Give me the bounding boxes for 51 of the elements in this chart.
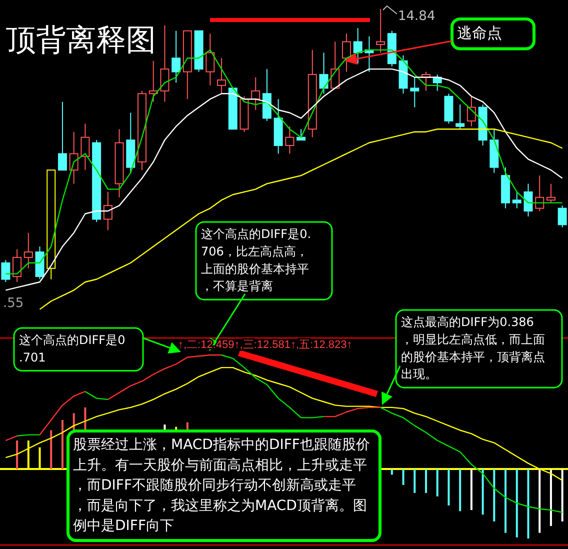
bar (482, 469, 484, 515)
bar (538, 469, 541, 533)
bar (493, 469, 496, 522)
bar (470, 469, 472, 510)
candlestick (524, 183, 533, 217)
bar (561, 469, 564, 522)
bar (504, 469, 507, 533)
bar (448, 469, 450, 506)
candlestick (160, 24, 170, 102)
bar (16, 440, 18, 469)
candlestick (69, 131, 78, 184)
candlestick (308, 49, 317, 138)
candlestick (274, 98, 283, 154)
candlestick (172, 30, 181, 84)
annotation: 这个高点的DIFF是0.701 (19, 333, 126, 364)
candlestick (206, 33, 215, 86)
candlestick (466, 96, 476, 127)
candlestick (285, 126, 294, 154)
text: 顶背离释图 (6, 23, 156, 58)
candlestick (24, 232, 33, 269)
annotation: 这个高点的DIFF是0.706，比左高点高，上面的股价基本持平，不算是背离 (201, 227, 312, 294)
text: .55 (3, 296, 24, 311)
bar (516, 469, 518, 538)
candlestick (353, 28, 362, 64)
bar (459, 469, 462, 512)
candlestick (114, 128, 124, 198)
candlestick (558, 205, 567, 228)
candlestick (35, 246, 44, 280)
candlestick (251, 76, 260, 111)
bar (50, 430, 52, 469)
candlestick (92, 140, 102, 222)
candlestick (12, 248, 22, 282)
candlestick (490, 128, 499, 174)
bar (61, 420, 64, 469)
bar (402, 469, 404, 485)
candlestick (103, 191, 112, 231)
candlestick (478, 104, 488, 146)
bar (436, 469, 438, 496)
candlestick (262, 68, 272, 122)
annotation: 股票经过上涨，MACD指标中的DIFF也跟随股价上升。有一天股价与前面高点相比，上升或走平，而DIFF不跟随股价同步行动不创新高或走平，而是向下了，我这里称之为MACD顶背离。图例中是DIFF向下 (73, 437, 370, 534)
candlestick (410, 76, 420, 108)
bar (527, 469, 530, 539)
bar (425, 469, 427, 493)
candlestick (342, 33, 351, 72)
candlestick (80, 123, 90, 171)
bar (550, 469, 552, 526)
annotation: 14.84 (398, 9, 436, 24)
annotation: 这点最高的DIFF为0.386，明显比左高点低，而上面的股价基本持平，顶背离点出现。 (401, 315, 545, 382)
bar (414, 469, 416, 493)
annotation: 逃命点 (457, 24, 502, 42)
bar (390, 469, 393, 475)
